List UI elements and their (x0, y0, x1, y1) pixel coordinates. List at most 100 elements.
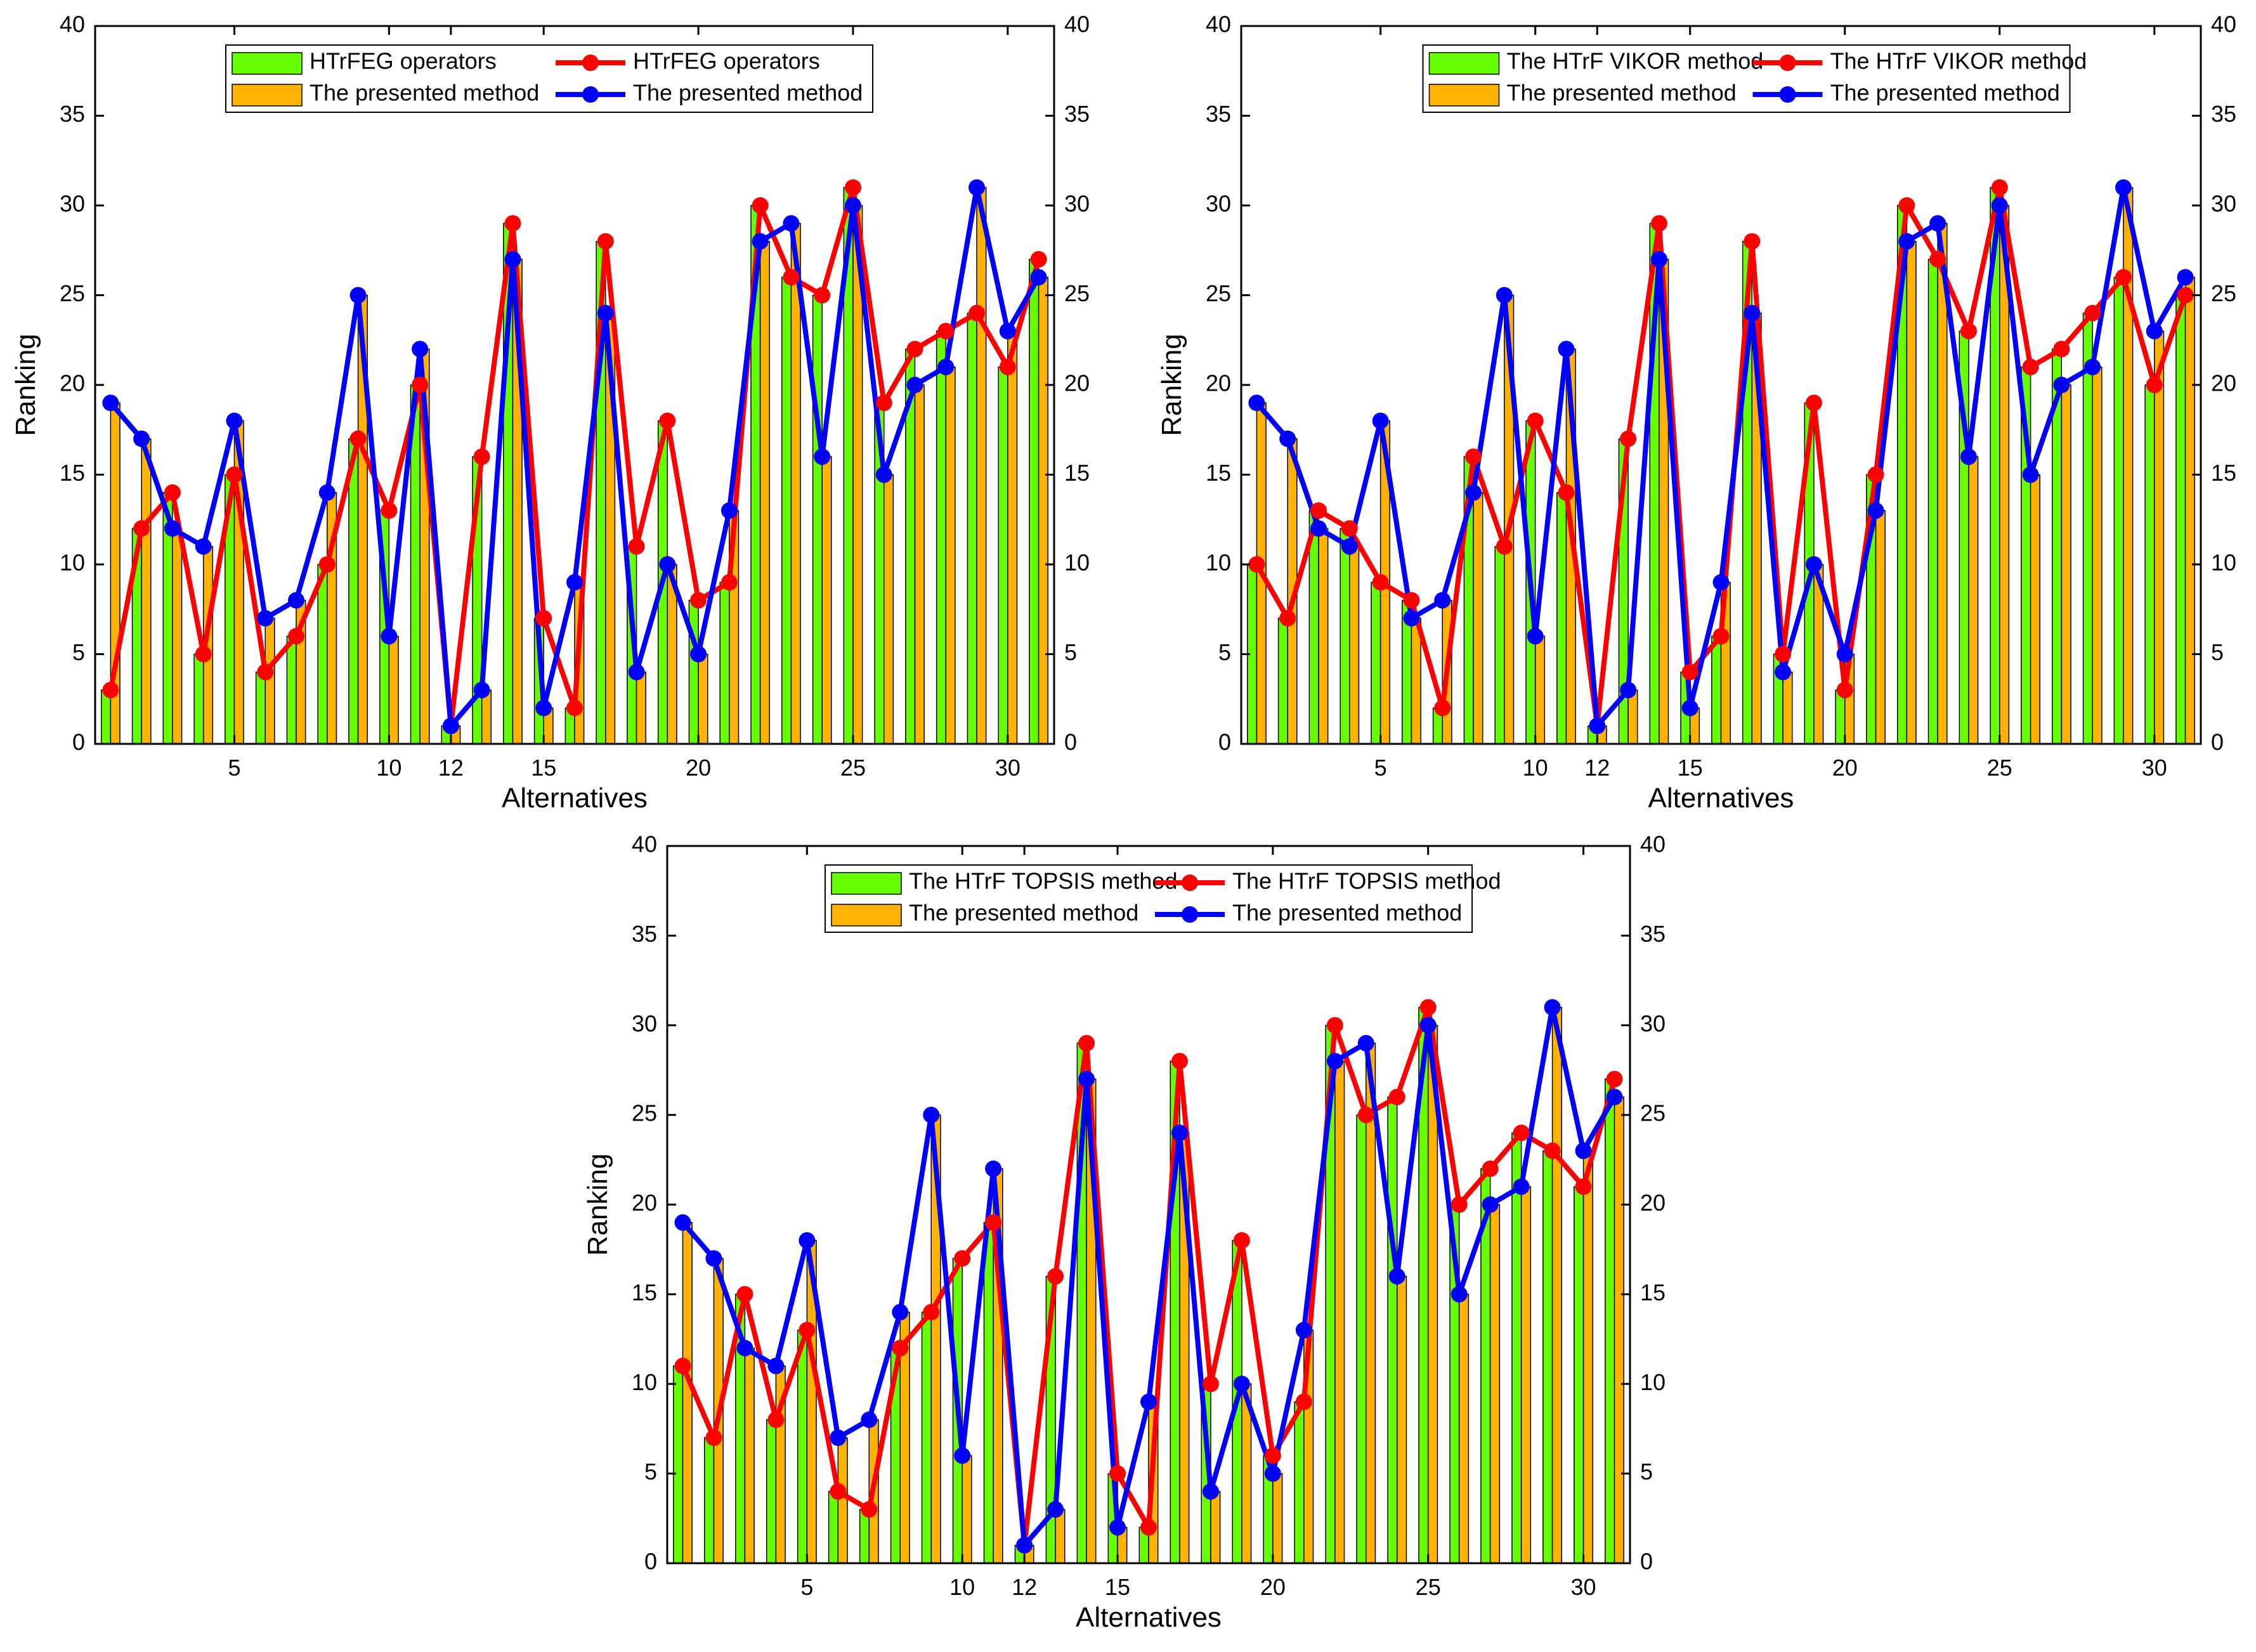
y-tick-label-right: 25 (2211, 280, 2236, 306)
point-a-alt-2 (705, 1429, 722, 1447)
bar-b-alt-20 (1272, 1473, 1283, 1564)
point-a-alt-20 (1264, 1447, 1281, 1464)
point-b-alt-16 (1712, 574, 1730, 591)
point-a-alt-2 (1279, 609, 1296, 627)
bar-b-alt-22 (1906, 240, 1917, 745)
y-tick-label-left: 40 (632, 831, 657, 857)
legend-box (225, 44, 873, 113)
point-b-alt-3 (164, 520, 181, 537)
y-tick-label-left: 20 (632, 1190, 657, 1216)
y-tick-label-right: 5 (1064, 639, 1077, 665)
y-tick-label-right: 0 (1064, 729, 1077, 755)
y-tick-label-right: 5 (2211, 639, 2224, 665)
y-tick-label-right: 20 (2211, 370, 2236, 396)
y-tick-label-left: 30 (632, 1010, 657, 1036)
point-b-alt-13 (473, 682, 490, 699)
point-a-alt-31 (2177, 287, 2194, 304)
bar-b-alt-10 (388, 635, 399, 745)
point-a-alt-2 (133, 520, 150, 537)
y-tick-label-left: 35 (1206, 101, 1231, 127)
point-a-alt-28 (1513, 1124, 1530, 1141)
bar-a-alt-29 (2113, 276, 2124, 745)
bar-b-alt-31 (2184, 276, 2195, 745)
legend-swatch-bar_b (831, 904, 902, 927)
legend-label-bar_b: The presented method (909, 900, 1138, 926)
point-b-alt-18 (628, 663, 645, 680)
point-a-alt-24 (1388, 1088, 1405, 1105)
point-b-alt-15 (1109, 1519, 1126, 1536)
point-b-alt-4 (767, 1357, 785, 1374)
point-a-alt-14 (1650, 215, 1667, 232)
x-tick-label: 5 (800, 1574, 813, 1600)
point-b-alt-2 (705, 1250, 722, 1267)
y-tick-label-left: 20 (60, 370, 85, 396)
point-b-alt-14 (1650, 250, 1667, 268)
point-b-alt-20 (1836, 646, 1853, 663)
x-tick-label: 12 (1584, 755, 1610, 781)
legend: The HTrF VIKOR method The presented metho… (1422, 44, 2087, 113)
x-tick-label: 15 (531, 755, 556, 781)
legend-label-bar_a: The HTrF VIKOR method (1507, 48, 1764, 74)
point-b-alt-19 (1805, 556, 1822, 573)
point-b-alt-19 (1233, 1376, 1250, 1393)
point-b-alt-28 (1513, 1178, 1530, 1195)
point-b-alt-20 (690, 646, 707, 663)
point-b-alt-30 (2146, 323, 2163, 340)
legend-label-line_b: The presented method (1232, 900, 1462, 926)
x-tick-label: 25 (1416, 1574, 1441, 1600)
point-a-alt-29 (968, 304, 986, 322)
bar-b-alt-18 (636, 672, 646, 745)
y-tick-label-left: 25 (60, 280, 85, 306)
x-tick-label: 25 (840, 755, 866, 781)
point-a-alt-15 (535, 609, 552, 627)
point-b-alt-4 (1341, 538, 1358, 555)
point-b-alt-10 (954, 1447, 971, 1464)
y-tick-label-right: 0 (1640, 1549, 1653, 1575)
x-axis-title: Alternatives (502, 783, 648, 814)
point-a-alt-23 (1929, 250, 1946, 268)
point-b-alt-17 (1744, 304, 1761, 322)
bar-a-alt-28 (1511, 1132, 1522, 1564)
bar-a-alt-30 (998, 366, 1008, 745)
point-b-alt-29 (1544, 999, 1561, 1016)
x-axis-title: Alternatives (1648, 783, 1794, 814)
point-a-alt-22 (1326, 1017, 1343, 1034)
legend: HTrFEG operators The presented method HTrF… (225, 44, 873, 113)
bar-b-alt-24 (821, 456, 832, 745)
point-a-alt-16 (1140, 1519, 1157, 1536)
point-b-alt-2 (133, 430, 150, 447)
point-b-alt-16 (1140, 1393, 1157, 1410)
bar-a-alt-21 (1294, 1401, 1305, 1564)
point-b-alt-10 (1527, 628, 1544, 645)
point-a-alt-1 (674, 1357, 691, 1374)
x-tick-label: 30 (2142, 755, 2167, 781)
point-b-alt-31 (1606, 1088, 1623, 1105)
point-a-alt-7 (288, 628, 305, 645)
bar-b-alt-6 (264, 618, 275, 745)
y-tick-label-left: 0 (1218, 729, 1231, 755)
point-b-alt-15 (535, 699, 552, 717)
point-a-alt-1 (102, 682, 119, 699)
bar-b-alt-31 (1038, 276, 1048, 745)
point-b-alt-22 (1326, 1053, 1343, 1070)
point-a-alt-4 (195, 646, 212, 663)
y-axis-title: Ranking (1156, 334, 1187, 436)
point-b-alt-14 (1078, 1070, 1095, 1088)
bar-a-alt-29 (967, 313, 977, 745)
point-b-alt-9 (349, 287, 367, 304)
bar-b-alt-28 (945, 366, 956, 745)
bar-b-alt-27 (1489, 1204, 1501, 1564)
bar-b-alt-2 (141, 438, 152, 745)
point-a-alt-3 (1310, 502, 1327, 519)
legend-swatch-bar_a (1428, 52, 1500, 75)
point-b-alt-17 (1171, 1124, 1188, 1141)
point-b-alt-6 (830, 1429, 847, 1447)
point-b-alt-7 (1434, 592, 1451, 609)
point-a-alt-4 (1341, 520, 1358, 537)
bar-b-alt-26 (1458, 1294, 1470, 1564)
point-b-alt-23 (1929, 215, 1946, 232)
point-a-alt-27 (1482, 1160, 1499, 1177)
y-tick-label-right: 5 (1640, 1459, 1653, 1485)
point-a-alt-22 (752, 197, 769, 214)
